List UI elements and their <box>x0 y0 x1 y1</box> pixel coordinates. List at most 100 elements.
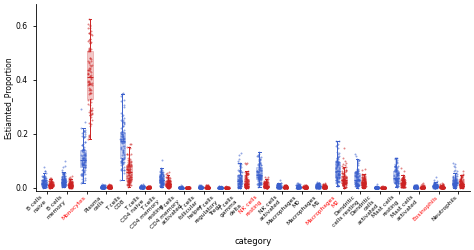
Point <box>255 166 263 170</box>
Point <box>223 186 231 190</box>
Point <box>340 185 348 189</box>
Point <box>410 186 418 190</box>
Point <box>84 83 92 87</box>
Point <box>138 185 146 189</box>
Point <box>120 158 128 162</box>
Point <box>244 184 252 188</box>
Point <box>65 184 73 188</box>
Point <box>458 181 466 185</box>
Point <box>205 185 213 189</box>
Point <box>237 174 245 178</box>
Point <box>338 174 346 178</box>
Point <box>107 184 114 188</box>
Point <box>81 172 89 176</box>
Point <box>382 185 389 189</box>
Point <box>222 186 230 190</box>
Point <box>340 181 348 185</box>
Point <box>166 185 173 189</box>
Point <box>79 163 87 167</box>
Point <box>410 186 418 190</box>
Point <box>399 181 407 185</box>
Point <box>46 184 53 188</box>
Point <box>255 158 263 162</box>
Point <box>275 184 283 188</box>
Point <box>300 186 307 190</box>
Point <box>281 186 288 190</box>
Point <box>393 161 401 165</box>
Point <box>244 178 252 182</box>
Point <box>419 186 426 190</box>
Point <box>164 180 172 184</box>
Point <box>42 185 49 189</box>
Point <box>67 182 75 186</box>
Point <box>300 186 308 190</box>
Point <box>222 186 230 190</box>
Point <box>401 177 408 181</box>
Point <box>361 182 369 186</box>
Point <box>439 186 447 190</box>
Point <box>243 182 251 186</box>
Point <box>372 186 380 190</box>
Point <box>342 168 350 172</box>
Point <box>157 182 165 186</box>
Point <box>242 182 249 186</box>
Point <box>196 185 203 189</box>
Point <box>195 184 203 188</box>
Point <box>201 185 209 189</box>
Point <box>195 183 203 187</box>
Point <box>381 186 389 190</box>
Point <box>261 175 269 179</box>
Point <box>262 180 269 184</box>
Point <box>392 167 400 171</box>
Point <box>143 186 151 190</box>
Point <box>378 186 385 190</box>
Point <box>257 180 264 184</box>
Point <box>85 17 92 21</box>
Point <box>320 184 328 188</box>
Point <box>237 177 245 181</box>
Point <box>237 176 244 180</box>
Point <box>126 160 134 164</box>
Point <box>41 183 48 187</box>
Point <box>453 182 460 186</box>
Point <box>412 186 419 190</box>
Point <box>204 185 211 189</box>
Point <box>81 120 89 124</box>
Point <box>433 185 440 189</box>
Point <box>283 185 290 189</box>
Point <box>394 171 401 175</box>
Point <box>202 184 210 188</box>
Point <box>276 183 284 187</box>
Point <box>293 185 301 189</box>
Point <box>80 160 87 164</box>
Point <box>223 186 231 190</box>
Point <box>359 183 367 187</box>
Point <box>62 182 69 186</box>
Point <box>457 178 465 182</box>
Point <box>452 180 460 184</box>
Point <box>223 186 230 190</box>
Point <box>296 185 304 189</box>
Point <box>215 186 222 190</box>
Point <box>322 186 330 190</box>
Point <box>392 176 399 180</box>
Point <box>412 184 419 188</box>
Point <box>275 185 283 189</box>
Point <box>120 152 128 156</box>
Point <box>41 182 48 186</box>
Point <box>205 186 213 190</box>
Point <box>217 185 225 189</box>
Point <box>78 163 86 167</box>
Point <box>398 184 405 188</box>
Point <box>42 185 50 189</box>
Point <box>381 186 388 190</box>
Point <box>255 178 262 182</box>
Point <box>450 185 458 189</box>
Point <box>354 183 362 187</box>
Point <box>274 185 282 189</box>
Point <box>334 165 341 169</box>
Point <box>321 186 329 190</box>
Point <box>281 185 289 189</box>
Point <box>280 186 288 190</box>
Point <box>430 184 438 188</box>
